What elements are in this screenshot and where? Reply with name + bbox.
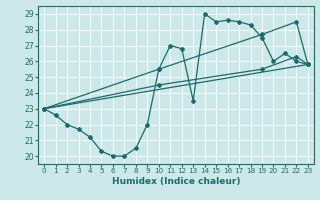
X-axis label: Humidex (Indice chaleur): Humidex (Indice chaleur) bbox=[112, 177, 240, 186]
